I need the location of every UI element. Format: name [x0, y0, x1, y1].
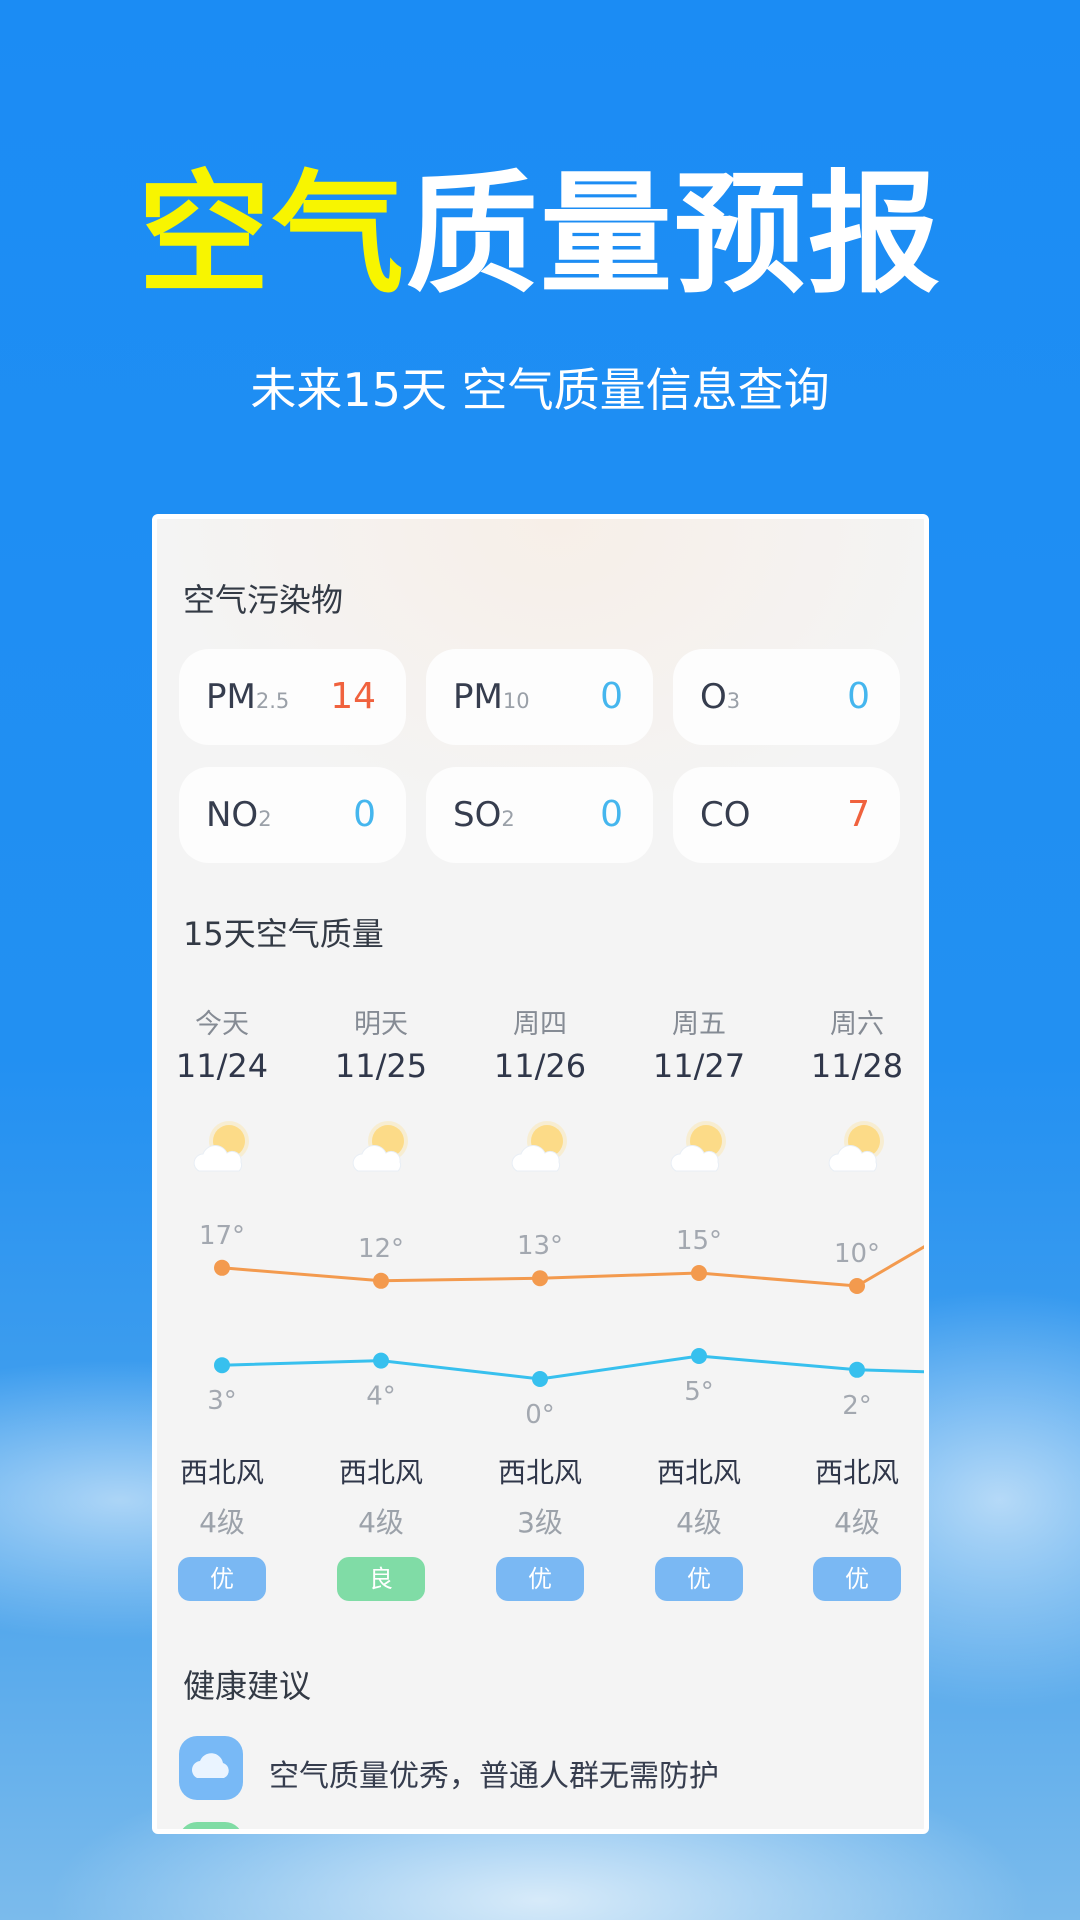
cloud-icon: [179, 1736, 243, 1800]
aqi-badge: 优: [178, 1557, 266, 1601]
pollutant-pm10[interactable]: PM10 0: [426, 649, 653, 745]
health-advice-icon: [179, 1822, 243, 1829]
pollutant-name: NO2: [206, 795, 272, 835]
subtitle: 未来15天 空气质量信息查询: [250, 363, 830, 417]
low-temp-line-point: [214, 1357, 230, 1374]
aqi-badge: 优: [496, 1557, 584, 1601]
day-date: 11/26: [493, 1047, 587, 1085]
high-temp-line-point: [373, 1272, 389, 1289]
aqi-badge: 优: [813, 1557, 901, 1601]
partly-cloudy-icon: [306, 1119, 456, 1179]
pollutant-subscript: 2: [258, 807, 272, 831]
high-temp-line-point: [849, 1278, 865, 1294]
day-date: 11/25: [334, 1047, 428, 1085]
day-date: 11/28: [810, 1047, 904, 1085]
low-temp-line: [221, 1354, 924, 1381]
pollutant-symbol: SO: [453, 795, 502, 835]
health-title: 健康建议: [183, 1667, 312, 1705]
high-temp-label: 10°: [834, 1239, 880, 1269]
low-temp-line-point: [849, 1361, 865, 1378]
day-name: 周五: [672, 1009, 726, 1040]
wind-level: 4级: [834, 1506, 880, 1539]
aqi-badge: 良: [337, 1557, 425, 1601]
day-name: 今天: [195, 1009, 249, 1040]
wind-level: 4级: [358, 1506, 404, 1539]
forecast-title: 15天空气质量: [183, 915, 384, 953]
page-title: 空气质量预报: [0, 150, 1080, 320]
pollutant-so2[interactable]: SO2 0: [426, 767, 653, 863]
pollutant-subscript: 2: [501, 807, 515, 831]
air-quality-card: 空气污染物 PM2.5 14 PM10 0 O3 0 NO2 0 SO2 0 CO 7 15天空气质量…: [152, 514, 929, 1834]
wind-direction: 西北风: [497, 1456, 582, 1489]
day-date: 11/27: [652, 1047, 746, 1085]
low-temp-line-point: [373, 1352, 389, 1369]
low-temp-label: 3°: [207, 1386, 237, 1416]
title-highlight: 空气: [138, 158, 406, 312]
wind-level: 4级: [199, 1506, 245, 1539]
pollutant-value: 0: [600, 676, 623, 717]
pollutant-value: 0: [600, 794, 623, 835]
wind-direction: 西北风: [179, 1456, 264, 1489]
pollutant-co[interactable]: CO 7: [673, 767, 900, 863]
pollutant-symbol: CO: [700, 795, 751, 835]
pollutant-name: O3: [700, 677, 740, 717]
health-advice-text: 空气质量优秀，普通人群无需防护: [269, 1759, 719, 1794]
temperature-chart: 17° 3° 12° 4° 13° 0° 15° 5° 10° 2°: [199, 1221, 924, 1430]
pollutant-subscript: 3: [726, 689, 741, 713]
wind-direction: 西北风: [338, 1456, 423, 1489]
partly-cloudy-icon: [624, 1119, 774, 1179]
high-temp-label: 15°: [676, 1226, 722, 1256]
partly-cloudy-icon: [782, 1119, 924, 1179]
pollutant-no2[interactable]: NO2 0: [179, 767, 406, 863]
day-name: 明天: [354, 1009, 408, 1040]
low-temp-line-point: [532, 1371, 548, 1387]
pollutant-name: PM2.5: [206, 677, 289, 717]
low-temp-label: 0°: [525, 1400, 555, 1430]
pollutant-subscript: 2.5: [255, 689, 290, 713]
pollutant-symbol: NO: [206, 795, 259, 835]
partly-cloudy-icon: [157, 1119, 297, 1179]
low-temp-line-point: [691, 1348, 707, 1364]
day-name: 周四: [513, 1009, 567, 1040]
day-name: 周六: [830, 1009, 884, 1040]
pollutant-value: 7: [847, 794, 870, 835]
pollutant-name: CO: [700, 795, 751, 835]
high-temp-line-point: [532, 1270, 548, 1287]
pollutant-name: SO2: [453, 795, 515, 835]
partly-cloudy-icon: [465, 1119, 615, 1179]
high-temp-line: [221, 1245, 924, 1288]
pollutant-name: PM10: [453, 677, 530, 717]
wind-level: 4级: [676, 1506, 722, 1539]
high-temp-label: 12°: [358, 1234, 404, 1264]
high-temp-label: 13°: [517, 1231, 563, 1261]
low-temp-label: 2°: [842, 1391, 872, 1421]
pollutant-symbol: PM: [206, 677, 256, 717]
pollutant-value: 14: [330, 676, 376, 717]
low-temp-label: 4°: [366, 1382, 396, 1412]
high-temp-line-point: [214, 1259, 230, 1276]
pollutant-value: 0: [847, 676, 870, 717]
wind-direction: 西北风: [656, 1456, 741, 1489]
pollutant-subscript: 10: [502, 689, 530, 713]
pollutants-title: 空气污染物: [183, 581, 344, 619]
low-temp-label: 5°: [684, 1377, 714, 1407]
pollutant-o3[interactable]: O3 0: [673, 649, 900, 745]
aqi-badge: 优: [655, 1557, 743, 1601]
wind-level: 3级: [517, 1506, 563, 1539]
pollutant-symbol: O: [700, 677, 727, 717]
pollutant-value: 0: [353, 794, 376, 835]
title-rest: 质量预报: [406, 158, 942, 312]
pollutant-pm25[interactable]: PM2.5 14: [179, 649, 406, 745]
day-date: 11/24: [175, 1047, 269, 1085]
pollutant-symbol: PM: [453, 677, 503, 717]
wind-direction: 西北风: [814, 1456, 899, 1489]
high-temp-line-point: [691, 1265, 707, 1281]
high-temp-label: 17°: [199, 1221, 245, 1251]
